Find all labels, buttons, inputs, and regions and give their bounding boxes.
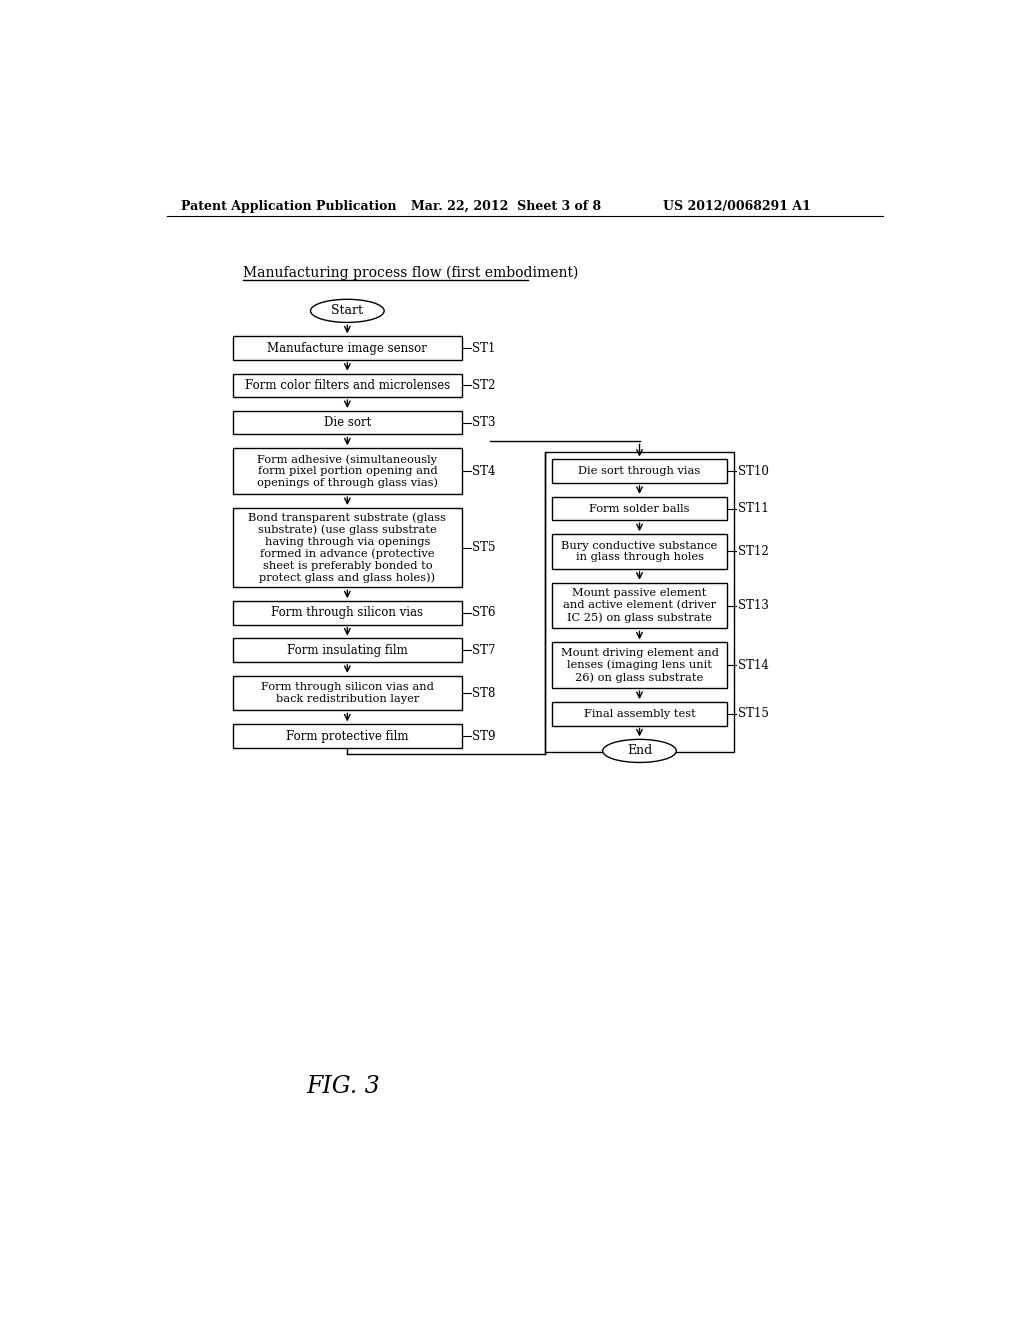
Text: ST9: ST9 xyxy=(472,730,496,743)
FancyBboxPatch shape xyxy=(233,337,462,360)
Text: Die sort: Die sort xyxy=(324,416,371,429)
Text: Form through silicon vias and
back redistribution layer: Form through silicon vias and back redis… xyxy=(261,682,434,704)
FancyBboxPatch shape xyxy=(552,643,727,688)
FancyBboxPatch shape xyxy=(552,459,727,483)
Text: ST15: ST15 xyxy=(737,708,768,721)
Text: Form solder balls: Form solder balls xyxy=(589,503,690,513)
FancyBboxPatch shape xyxy=(233,411,462,434)
FancyBboxPatch shape xyxy=(552,535,727,569)
Text: Form adhesive (simultaneously
form pixel portion opening and
openings of through: Form adhesive (simultaneously form pixel… xyxy=(257,454,438,488)
Text: ST1: ST1 xyxy=(472,342,496,355)
Text: ST7: ST7 xyxy=(472,644,496,657)
Text: End: End xyxy=(627,744,652,758)
Text: Patent Application Publication: Patent Application Publication xyxy=(180,199,396,213)
FancyBboxPatch shape xyxy=(233,374,462,397)
Ellipse shape xyxy=(310,300,384,322)
Ellipse shape xyxy=(603,739,676,763)
FancyBboxPatch shape xyxy=(233,725,462,748)
Text: Form insulating film: Form insulating film xyxy=(287,644,408,657)
FancyBboxPatch shape xyxy=(233,639,462,663)
FancyBboxPatch shape xyxy=(233,676,462,710)
Text: ST2: ST2 xyxy=(472,379,496,392)
Text: ST3: ST3 xyxy=(472,416,496,429)
Text: Start: Start xyxy=(332,305,364,317)
FancyBboxPatch shape xyxy=(233,449,462,494)
Text: ST13: ST13 xyxy=(737,599,768,612)
Text: ST8: ST8 xyxy=(472,686,496,700)
Text: Mount driving element and
lenses (imaging lens unit
26) on glass substrate: Mount driving element and lenses (imagin… xyxy=(560,648,719,682)
Text: ST6: ST6 xyxy=(472,606,496,619)
Text: ST4: ST4 xyxy=(472,465,496,478)
Text: Manufacturing process flow (first embodiment): Manufacturing process flow (first embodi… xyxy=(243,265,579,280)
Text: ST11: ST11 xyxy=(737,502,768,515)
FancyBboxPatch shape xyxy=(552,582,727,628)
FancyBboxPatch shape xyxy=(545,451,734,752)
Text: FIG. 3: FIG. 3 xyxy=(306,1074,380,1098)
Text: Die sort through vias: Die sort through vias xyxy=(579,466,700,477)
Text: Form color filters and microlenses: Form color filters and microlenses xyxy=(245,379,450,392)
Text: Bury conductive substance
in glass through holes: Bury conductive substance in glass throu… xyxy=(561,541,718,562)
Text: ST12: ST12 xyxy=(737,545,768,558)
Text: ST10: ST10 xyxy=(737,465,768,478)
Text: Mount passive element
and active element (driver
IC 25) on glass substrate: Mount passive element and active element… xyxy=(563,589,716,623)
Text: ST14: ST14 xyxy=(737,659,768,672)
Text: US 2012/0068291 A1: US 2012/0068291 A1 xyxy=(663,199,811,213)
FancyBboxPatch shape xyxy=(552,702,727,726)
Text: Form through silicon vias: Form through silicon vias xyxy=(271,606,423,619)
Text: ST5: ST5 xyxy=(472,541,496,554)
Text: Final assembly test: Final assembly test xyxy=(584,709,695,719)
Text: Mar. 22, 2012  Sheet 3 of 8: Mar. 22, 2012 Sheet 3 of 8 xyxy=(411,199,601,213)
FancyBboxPatch shape xyxy=(552,496,727,520)
Text: Bond transparent substrate (glass
substrate) (use glass substrate
having through: Bond transparent substrate (glass substr… xyxy=(249,512,446,583)
Text: Manufacture image sensor: Manufacture image sensor xyxy=(267,342,427,355)
FancyBboxPatch shape xyxy=(233,601,462,624)
FancyBboxPatch shape xyxy=(233,508,462,587)
Text: Form protective film: Form protective film xyxy=(286,730,409,743)
